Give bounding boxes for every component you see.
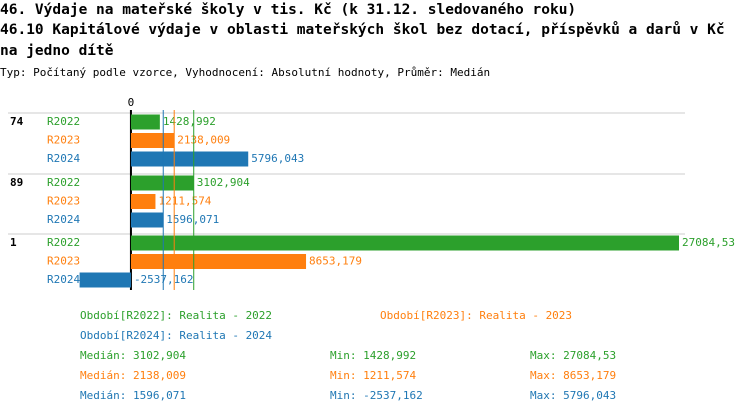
median-stat: Medián: 1596,071	[80, 389, 186, 402]
chart-note: Typ: Počítaný podle vzorce, Vyhodnocení:…	[0, 66, 491, 79]
bar	[130, 114, 160, 130]
chart-subtitle: 46.10 Kapitálové výdaje v oblasti mateřs…	[0, 22, 725, 59]
legend-entry: Období[R2023]: Realita - 2023	[380, 309, 572, 322]
min-stat: Min: 1428,992	[330, 349, 416, 362]
category-label: 1	[10, 236, 17, 249]
series-label: R2022	[47, 176, 80, 189]
value-label: 8653,179	[309, 255, 362, 268]
min-stat: Min: -2537,162	[330, 389, 423, 402]
bar	[130, 175, 194, 191]
max-stat: Max: 8653,179	[530, 369, 616, 382]
median-stat: Medián: 3102,904	[80, 349, 186, 362]
series-label: R2022	[47, 115, 80, 128]
bar	[79, 272, 131, 288]
series-label: R2023	[47, 134, 80, 147]
value-label: 3102,904	[197, 176, 250, 189]
series-label: R2024	[47, 152, 80, 165]
value-label: 5796,043	[251, 152, 304, 165]
bar	[130, 133, 175, 148]
series-label: R2023	[47, 255, 80, 268]
value-label: -2537,162	[134, 273, 194, 286]
bar	[130, 151, 249, 167]
bar	[130, 194, 156, 209]
series-label: R2022	[47, 236, 80, 249]
value-label: 1211,574	[158, 195, 211, 208]
max-stat: Max: 5796,043	[530, 389, 616, 402]
series-label: R2024	[47, 273, 80, 286]
max-stat: Max: 27084,53	[530, 349, 616, 362]
value-label: 2138,009	[177, 134, 230, 147]
bar	[130, 254, 307, 269]
category-label: 89	[10, 176, 23, 189]
series-label: R2023	[47, 195, 80, 208]
legend-entry: Období[R2024]: Realita - 2024	[80, 329, 272, 342]
series-label: R2024	[47, 213, 80, 226]
bar	[130, 235, 680, 251]
value-label: 27084,53	[682, 236, 735, 249]
min-stat: Min: 1211,574	[330, 369, 416, 382]
chart-title: 46. Výdaje na mateřské školy v tis. Kč (…	[0, 2, 577, 18]
value-label: 1428,992	[163, 115, 216, 128]
median-stat: Medián: 2138,009	[80, 369, 186, 382]
category-label: 74	[10, 115, 24, 128]
value-label: 1596,071	[166, 213, 219, 226]
x-tick-label: 0	[128, 96, 135, 109]
legend-entry: Období[R2022]: Realita - 2022	[80, 309, 272, 322]
bar	[130, 212, 164, 228]
